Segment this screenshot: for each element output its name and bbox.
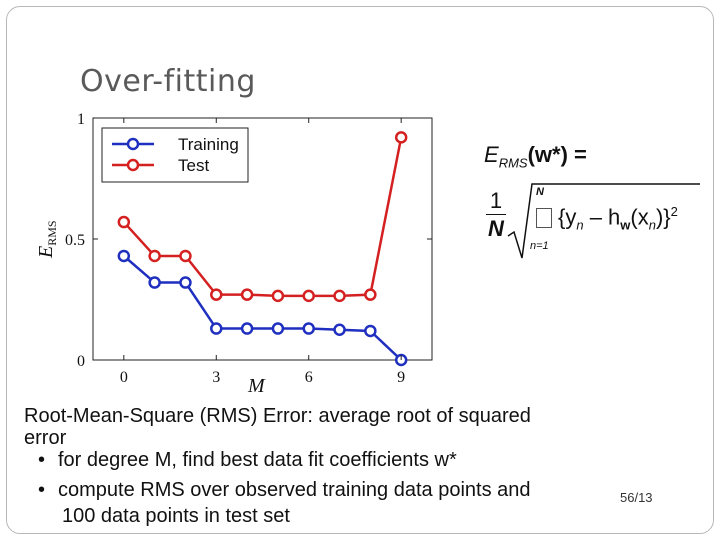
point-training xyxy=(179,276,192,289)
point-test xyxy=(333,289,346,303)
point-training xyxy=(148,276,161,289)
bullet-text-1: for degree M, find best data fit coeffic… xyxy=(58,449,457,471)
x-tick-label: 6 xyxy=(305,369,313,386)
expr-y-sub: n xyxy=(576,217,584,233)
y-tick-label: 0 xyxy=(77,353,85,370)
formula-sum-symbol xyxy=(536,208,552,228)
plot-area xyxy=(92,117,433,361)
point-test xyxy=(302,289,315,303)
point-test xyxy=(179,249,192,263)
formula-lhs: ERMS(w*) = xyxy=(484,142,587,170)
y-axis-label-sub: RMS xyxy=(45,220,59,245)
expr-arg: (x xyxy=(630,204,649,230)
formula-fraction: 1 N xyxy=(486,188,506,243)
formula-sum-top: N xyxy=(536,186,544,198)
legend-box xyxy=(101,127,249,183)
point-test xyxy=(271,289,285,303)
series-line-training xyxy=(123,254,403,361)
formula-e-sub: RMS xyxy=(498,155,528,171)
x-tick-label: 9 xyxy=(397,369,405,386)
formula-frac-den: N xyxy=(488,216,504,241)
formula-sqrt-sign xyxy=(507,183,700,259)
legend: Training Test xyxy=(101,127,249,183)
point-test xyxy=(117,215,131,229)
rms-definition: Root-Mean-Square (RMS) Error: average ro… xyxy=(24,405,531,427)
expr-x-sub: n xyxy=(648,217,656,233)
point-test xyxy=(148,249,161,263)
point-training xyxy=(117,249,131,263)
formula-sum-bottom: n=1 xyxy=(530,240,549,252)
y-axis-label-main: E xyxy=(35,246,57,259)
expr-mid: – h xyxy=(583,204,621,230)
formula-sum-expr: {yn – hw(xn)}2 xyxy=(558,204,678,233)
formula-e: E xyxy=(484,142,499,167)
rms-definition-wrap: error xyxy=(24,427,67,449)
y-tick-label: 1 xyxy=(77,111,85,128)
point-training xyxy=(364,324,377,338)
point-test xyxy=(240,288,254,301)
point-test xyxy=(364,288,377,301)
x-axis-label: M xyxy=(247,375,266,397)
bullet-text-2: compute RMS over observed training data … xyxy=(58,479,531,501)
point-training xyxy=(302,322,315,335)
rms-formula: ERMS(w*) = 1 N N n=1 {yn – hw(xn)}2 xyxy=(478,140,703,270)
x-tick-label: 3 xyxy=(212,369,220,386)
formula-frac-num: 1 xyxy=(486,188,506,215)
legend-training-label: Training xyxy=(178,135,239,154)
formula-lhs-arg: (w*) = xyxy=(527,142,587,167)
point-training xyxy=(271,322,285,335)
legend-test-marker xyxy=(126,158,140,172)
legend-training-marker xyxy=(126,137,140,151)
point-training xyxy=(210,322,223,335)
point-training xyxy=(240,322,254,335)
svg-text:ERMS: ERMS xyxy=(35,220,59,259)
point-training xyxy=(333,323,346,336)
bullet-dot-icon: • xyxy=(38,479,46,501)
legend-test-label: Test xyxy=(178,156,209,175)
bullet-item-1: • for degree M, find best data fit coeffi… xyxy=(38,448,457,472)
bullet-dot-icon: • xyxy=(38,449,46,471)
expr-close: )} xyxy=(655,204,671,230)
page-number: 56/13 xyxy=(620,490,653,505)
y-axis-label: ERMS xyxy=(35,220,59,259)
expr-pow: 2 xyxy=(670,204,678,219)
point-test xyxy=(210,288,223,301)
series-line-test xyxy=(122,137,403,298)
slide-title: Over-fitting xyxy=(80,64,256,99)
expr-open: {y xyxy=(558,204,577,230)
bullet-item-2: • compute RMS over observed training data… xyxy=(38,478,531,502)
x-tick-label: 0 xyxy=(120,369,128,386)
point-test xyxy=(394,131,408,144)
bullet-text-2-cont: 100 data points in test set xyxy=(62,505,290,527)
expr-h-sub: w xyxy=(620,217,631,233)
y-tick-label: 0.5 xyxy=(65,232,85,249)
